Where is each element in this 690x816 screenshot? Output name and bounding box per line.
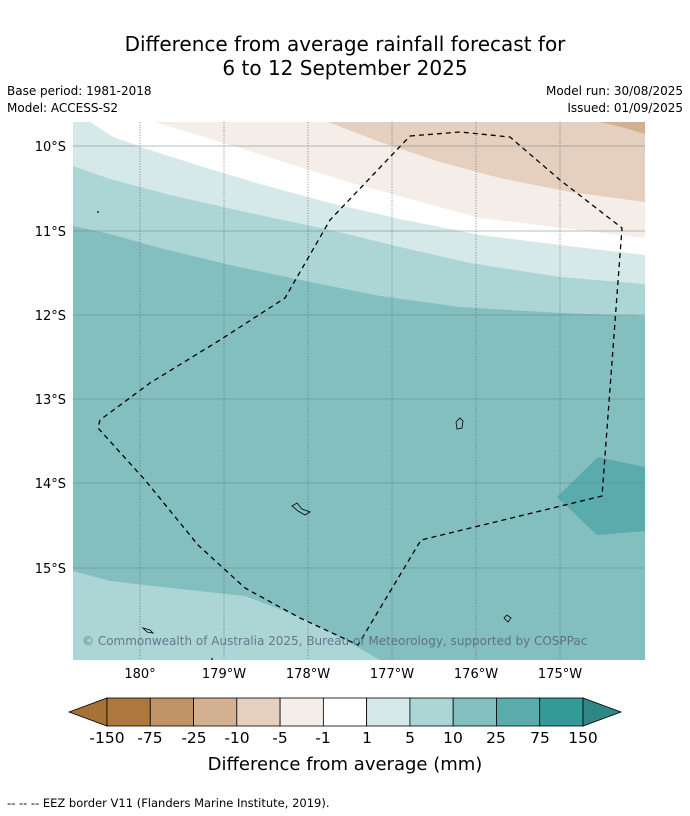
island-outline	[141, 627, 155, 634]
eez-border-legend: -- -- -- EEZ border V11 (Flanders Marine…	[7, 796, 330, 810]
colorbar-tick: 75	[530, 729, 550, 747]
colorbar-segment	[149, 697, 194, 727]
colorbar-tick-labels: -150 -75 -25 -10 -5 -1 1 5 10 25 75 150	[89, 729, 597, 747]
island-dot	[211, 658, 213, 660]
island-outline	[455, 417, 464, 430]
colorbar-extend-high	[582, 697, 623, 727]
band-5-to-10-south	[73, 571, 380, 660]
model-run-text: Model run: 30/08/2025	[545, 84, 683, 98]
colorbar-segment	[236, 697, 281, 727]
colorbar-title: Difference from average (mm)	[208, 754, 483, 775]
lon-label: 179°W	[202, 667, 246, 682]
lat-label: 15°S	[35, 562, 66, 577]
eez-border-line	[97, 131, 623, 646]
colorbar-tick: 150	[568, 729, 598, 747]
island-outline	[503, 614, 512, 623]
lon-label: 177°W	[370, 667, 414, 682]
band-minus10-to-minus5	[328, 122, 645, 202]
lat-label: 12°S	[35, 309, 66, 324]
map-title-line2: 6 to 12 September 2025	[222, 56, 468, 80]
lon-label: 175°W	[538, 667, 582, 682]
base-period-text: Base period: 1981-2018	[7, 84, 152, 98]
colorbar-tick: -1	[315, 729, 330, 747]
colorbar-tick: 10	[443, 729, 463, 747]
colorbar-segment	[452, 697, 497, 727]
colorbar-segment	[409, 697, 454, 727]
colorbar-tick: -25	[181, 729, 206, 747]
lat-label: 13°S	[35, 393, 66, 408]
lat-label: 10°S	[35, 140, 66, 155]
lon-label: 176°W	[454, 667, 498, 682]
island-outline	[291, 502, 311, 516]
island-dot	[97, 211, 99, 213]
lat-label: 14°S	[35, 477, 66, 492]
colorbar-tick: -75	[137, 729, 162, 747]
colorbar-tick: 5	[405, 729, 415, 747]
colorbar	[67, 697, 623, 727]
colorbar-tick: -150	[89, 729, 124, 747]
colorbar-tick: 1	[362, 729, 372, 747]
colorbar-segment	[322, 697, 368, 727]
band-minus25-to-minus10	[600, 122, 645, 134]
colorbar-tick: -10	[224, 729, 249, 747]
latitude-labels: 10°S 11°S 12°S 13°S 14°S 15°S	[35, 140, 66, 577]
colorbar-tick: 25	[486, 729, 506, 747]
colorbar-tick: -5	[272, 729, 287, 747]
colorbar-segment	[106, 697, 151, 727]
colorbar-extend-low	[67, 697, 108, 727]
forecast-map: © Commonwealth of Australia 2025, Bureau…	[35, 122, 645, 775]
copyright-notice: © Commonwealth of Australia 2025, Bureau…	[82, 634, 587, 648]
issued-date-text: Issued: 01/09/2025	[567, 101, 683, 115]
lon-label: 180°	[124, 667, 155, 682]
latitude-gridlines	[73, 145, 645, 569]
map-title-line1: Difference from average rainfall forecas…	[124, 32, 566, 56]
colorbar-segment	[279, 697, 324, 727]
map-plot-area: © Commonwealth of Australia 2025, Bureau…	[73, 122, 645, 660]
longitude-labels: 180° 179°W 178°W 177°W 176°W 175°W	[124, 667, 582, 682]
colorbar-segment	[496, 697, 541, 727]
colorbar-segment	[193, 697, 238, 727]
model-name-text: Model: ACCESS-S2	[7, 101, 119, 115]
colorbar-segment	[539, 697, 584, 727]
lon-label: 178°W	[286, 667, 330, 682]
lat-label: 11°S	[35, 225, 66, 240]
colorbar-segment	[366, 697, 411, 727]
